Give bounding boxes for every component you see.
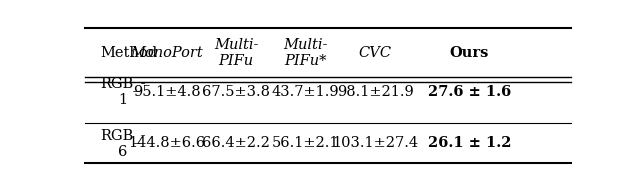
Text: Multi-
PIFu*: Multi- PIFu* <box>284 38 328 68</box>
Text: 66.4±2.2: 66.4±2.2 <box>202 136 270 150</box>
Text: 27.6 ± 1.6: 27.6 ± 1.6 <box>428 85 511 99</box>
Text: MonoPort: MonoPort <box>131 46 203 60</box>
Text: RGB_-
6: RGB_- 6 <box>100 128 145 159</box>
Text: 67.5±3.8: 67.5±3.8 <box>202 85 270 99</box>
Text: Method: Method <box>100 46 157 60</box>
Text: RGB_-
1: RGB_- 1 <box>100 76 145 107</box>
Text: 144.8±6.6: 144.8±6.6 <box>128 136 205 150</box>
Text: 95.1±4.8: 95.1±4.8 <box>133 85 200 99</box>
Text: 26.1 ± 1.2: 26.1 ± 1.2 <box>428 136 511 150</box>
Text: CVC: CVC <box>358 46 392 60</box>
Text: 56.1±2.1: 56.1±2.1 <box>272 136 339 150</box>
Text: Ours: Ours <box>450 46 489 60</box>
Text: 43.7±1.9: 43.7±1.9 <box>272 85 339 99</box>
Text: 103.1±27.4: 103.1±27.4 <box>332 136 418 150</box>
Text: Multi-
PIFu: Multi- PIFu <box>214 38 259 68</box>
Text: 98.1±21.9: 98.1±21.9 <box>337 85 413 99</box>
